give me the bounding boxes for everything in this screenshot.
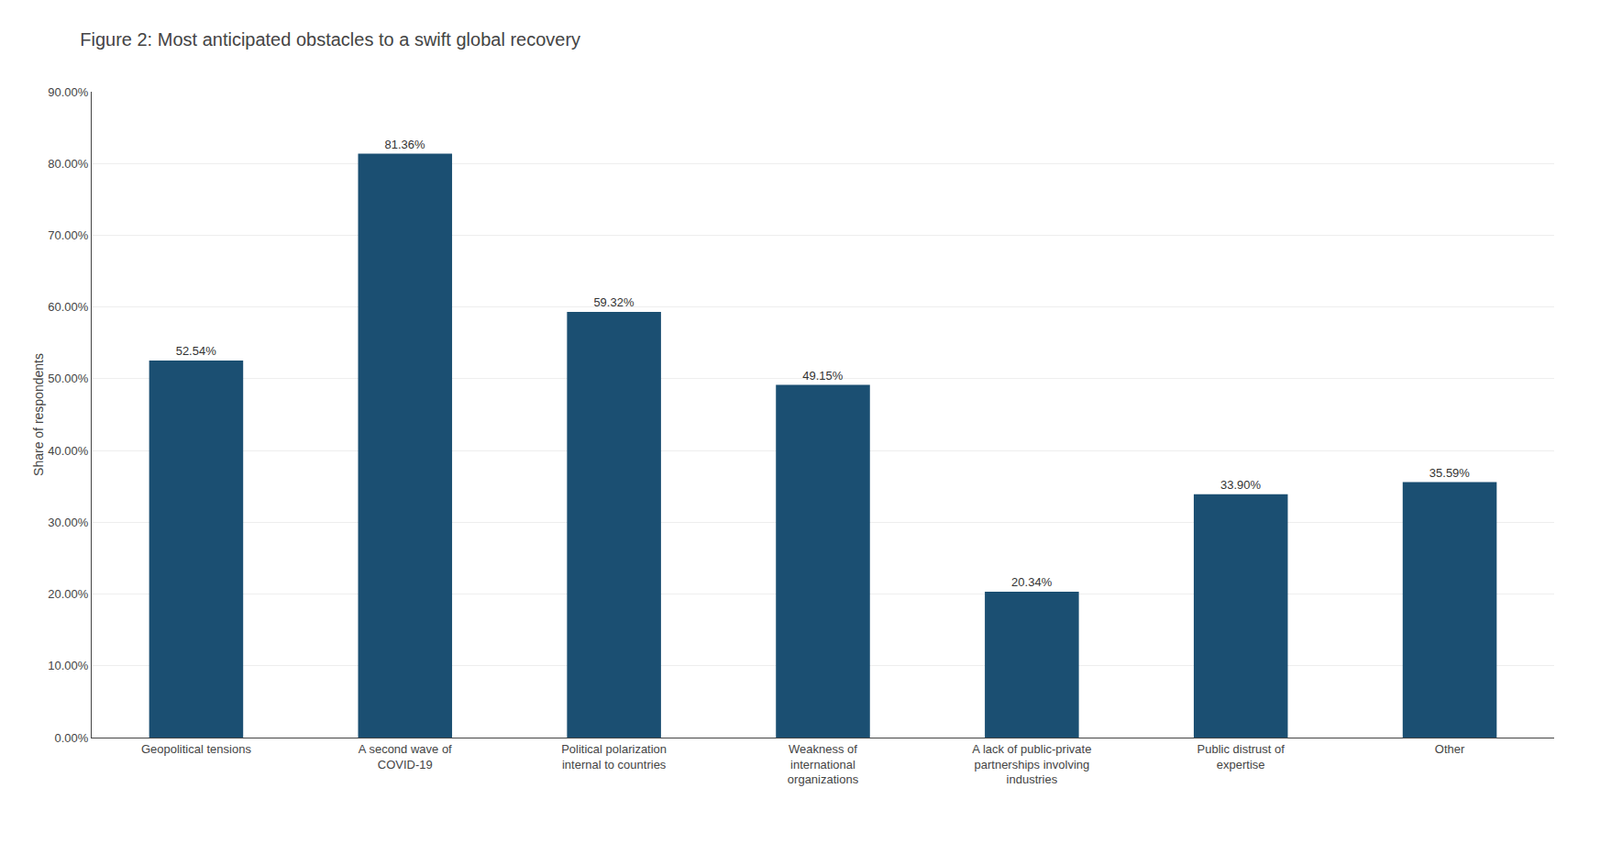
svg-text:90.00%: 90.00%	[47, 85, 89, 100]
svg-text:50.00%: 50.00%	[47, 371, 89, 386]
svg-text:20.00%: 20.00%	[47, 586, 89, 601]
svg-text:Other: Other	[1434, 741, 1466, 756]
svg-text:Public distrust ofexpertise: Public distrust ofexpertise	[1197, 741, 1286, 772]
svg-text:60.00%: 60.00%	[47, 299, 89, 314]
svg-text:Figure 2: Most anticipated obs: Figure 2: Most anticipated obstacles to …	[79, 29, 581, 50]
svg-text:Political polarizationinternal: Political polarizationinternal to countr…	[561, 741, 667, 772]
svg-text:Share of respondents: Share of respondents	[31, 353, 46, 476]
svg-text:20.34%: 20.34%	[1011, 574, 1053, 589]
svg-text:35.59%: 35.59%	[1429, 465, 1471, 480]
svg-text:80.00%: 80.00%	[47, 156, 89, 171]
svg-text:A lack of public-privatepartne: A lack of public-privatepartnerships inv…	[971, 741, 1092, 787]
svg-text:70.00%: 70.00%	[47, 228, 89, 243]
svg-text:40.00%: 40.00%	[47, 443, 89, 458]
svg-text:Geopolitical tensions: Geopolitical tensions	[141, 741, 252, 756]
svg-text:Weakness ofinternationalorgani: Weakness ofinternationalorganizations	[787, 741, 860, 787]
svg-text:30.00%: 30.00%	[47, 515, 89, 530]
svg-text:52.54%: 52.54%	[176, 343, 218, 358]
svg-text:49.15%: 49.15%	[802, 368, 844, 383]
svg-text:33.90%: 33.90%	[1220, 477, 1262, 492]
svg-text:59.32%: 59.32%	[593, 295, 635, 309]
svg-text:10.00%: 10.00%	[47, 658, 89, 673]
svg-text:81.36%: 81.36%	[385, 137, 427, 152]
svg-text:0.00%: 0.00%	[55, 730, 89, 745]
svg-text:A second wave ofCOVID-19: A second wave ofCOVID-19	[358, 741, 453, 772]
